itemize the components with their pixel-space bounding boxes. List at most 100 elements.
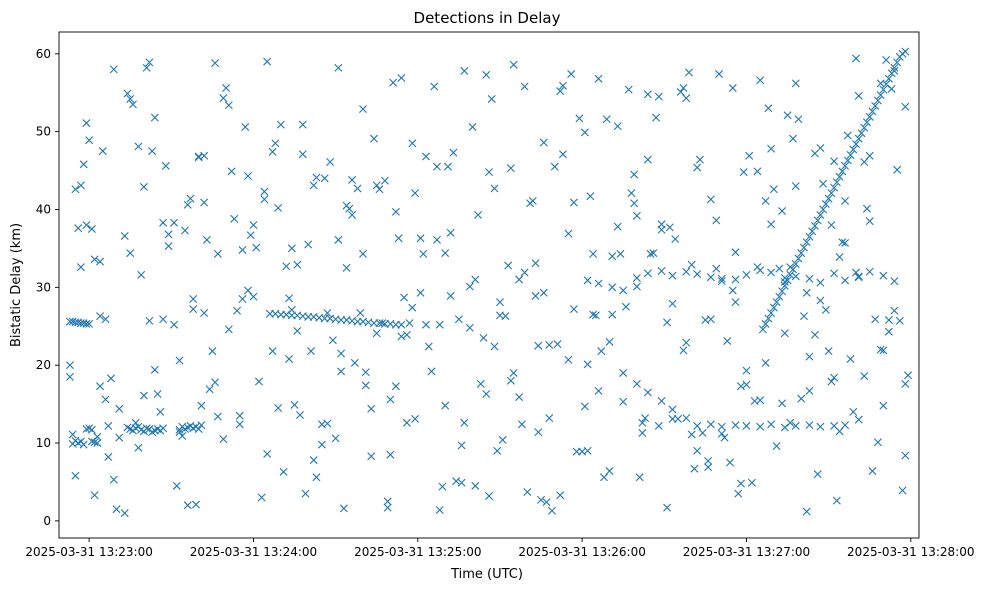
data-point: [816, 296, 825, 305]
data-point: [805, 386, 814, 395]
data-point: [449, 148, 458, 157]
data-point: [852, 268, 860, 277]
data-point: [717, 277, 726, 286]
data-point: [736, 479, 745, 488]
data-point: [224, 325, 233, 334]
data-point: [564, 229, 573, 238]
data-point: [830, 183, 839, 192]
data-point: [194, 153, 203, 162]
data-point: [753, 167, 762, 176]
data-point: [882, 56, 891, 65]
data-point: [756, 76, 765, 85]
data-point: [82, 119, 91, 128]
data-point: [285, 294, 294, 303]
y-tick-label: 40: [36, 202, 51, 216]
data-point: [668, 299, 677, 308]
data-point: [98, 147, 107, 156]
data-point: [767, 309, 776, 318]
data-point: [728, 286, 737, 295]
data-point: [389, 78, 398, 87]
data-point: [580, 128, 589, 137]
data-point: [657, 397, 666, 405]
data-point: [813, 216, 822, 225]
data-point: [767, 220, 776, 229]
data-point: [624, 85, 633, 94]
data-point: [424, 342, 433, 351]
data-point: [74, 224, 83, 233]
data-point: [802, 507, 811, 516]
data-point: [827, 221, 836, 230]
data-point: [589, 249, 598, 258]
data-point: [548, 506, 556, 515]
data-point: [621, 302, 630, 311]
data-point: [862, 118, 871, 127]
data-point: [194, 425, 203, 434]
data-point: [862, 204, 871, 213]
data-point: [613, 122, 622, 131]
data-point: [827, 377, 836, 386]
data-point: [260, 187, 269, 196]
data-point: [805, 232, 814, 241]
data-point: [109, 65, 118, 74]
data-point: [200, 309, 209, 318]
data-point: [397, 320, 406, 329]
data-point: [435, 320, 444, 329]
data-point: [780, 423, 789, 432]
data-point: [71, 471, 80, 480]
data-point: [841, 238, 850, 247]
data-point: [553, 340, 562, 349]
data-point: [170, 218, 179, 227]
data-point: [679, 84, 688, 93]
data-point: [646, 249, 655, 258]
data-point: [602, 115, 611, 124]
data-point: [619, 397, 628, 406]
data-point: [378, 319, 387, 328]
data-point: [805, 352, 814, 361]
data-point: [317, 420, 326, 429]
data-point: [493, 446, 502, 455]
data-point: [181, 226, 189, 235]
data-point: [799, 243, 808, 252]
data-point: [383, 497, 392, 506]
data-point: [537, 495, 546, 504]
data-point: [441, 401, 450, 410]
data-point: [164, 242, 173, 251]
data-point: [293, 326, 302, 335]
data-point: [79, 160, 88, 169]
data-point: [367, 452, 376, 461]
data-point: [397, 73, 406, 82]
data-point: [471, 481, 480, 490]
data-point: [594, 386, 603, 395]
data-point: [632, 274, 641, 282]
data-point: [523, 488, 532, 497]
data-point: [509, 60, 518, 69]
data-point: [408, 303, 417, 312]
data-point: [583, 446, 592, 455]
data-point: [706, 195, 715, 204]
data-point: [268, 347, 277, 356]
data-point: [474, 210, 483, 219]
data-point: [873, 96, 882, 105]
data-point: [545, 414, 554, 423]
data-point: [558, 150, 567, 159]
data-point: [810, 221, 819, 230]
data-point: [90, 491, 99, 500]
data-point: [799, 312, 808, 321]
data-point: [361, 368, 370, 377]
data-point: [778, 287, 787, 296]
data-point: [682, 338, 691, 347]
data-point: [208, 347, 217, 356]
data-point: [320, 174, 329, 183]
data-point: [337, 349, 346, 358]
data-point: [454, 315, 463, 324]
data-point: [764, 314, 773, 323]
data-point: [411, 189, 420, 198]
data-point: [342, 263, 351, 272]
data-point: [726, 458, 735, 467]
data-point: [594, 74, 603, 83]
data-point: [802, 238, 811, 247]
data-point: [211, 378, 220, 387]
data-point: [213, 249, 222, 258]
data-point: [263, 449, 272, 458]
data-point: [632, 282, 641, 291]
